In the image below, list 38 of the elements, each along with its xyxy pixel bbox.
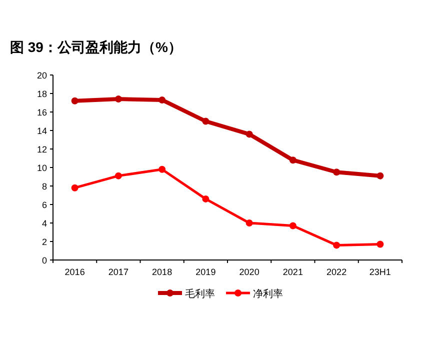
- point: [376, 240, 384, 248]
- point: [202, 195, 210, 202]
- y-tick-label: 10: [36, 163, 47, 173]
- x-tick-label: 2016: [64, 267, 85, 277]
- point: [246, 220, 253, 226]
- y-tick-label: 12: [36, 144, 47, 154]
- point: [333, 168, 340, 176]
- point: [333, 242, 340, 249]
- point: [289, 156, 296, 164]
- chart-title: 图 39：公司盈利能力（%）: [10, 39, 182, 55]
- point: [158, 96, 166, 104]
- x-tick-label: 2019: [196, 267, 216, 277]
- y-tick-label: 14: [36, 126, 47, 136]
- x-tick-label: 2017: [108, 267, 128, 277]
- point: [246, 130, 253, 138]
- y-tick-label: 16: [36, 108, 47, 118]
- point: [114, 96, 122, 103]
- point: [289, 222, 296, 230]
- x-tick-label: 2021: [282, 267, 303, 277]
- x-tick-label: 2018: [152, 267, 172, 277]
- point: [114, 172, 122, 180]
- y-tick-label: 2: [42, 237, 47, 247]
- legend-label: 净利率: [253, 288, 283, 300]
- y-tick-label: 20: [36, 70, 47, 80]
- y-tick-label: 4: [42, 218, 47, 228]
- y-tick-label: 6: [42, 200, 47, 210]
- y-tick-label: 8: [42, 182, 47, 192]
- point: [376, 172, 384, 180]
- x-tick-label: 23H1: [369, 267, 391, 277]
- point: [158, 166, 166, 173]
- x-tick-label: 2022: [326, 267, 347, 277]
- point: [202, 118, 210, 125]
- y-tick-label: 18: [36, 89, 47, 99]
- legend-label: 毛利率: [185, 288, 215, 300]
- point: [71, 184, 78, 192]
- point: [71, 97, 78, 104]
- y-tick-label: 0: [42, 256, 47, 266]
- x-tick-label: 2020: [239, 267, 260, 277]
